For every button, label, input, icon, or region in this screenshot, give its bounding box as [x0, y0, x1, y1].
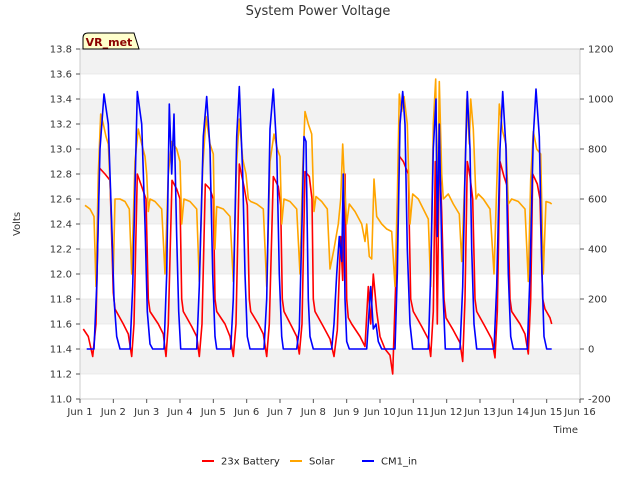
y-tick-label: 13.0	[50, 145, 72, 156]
series-line-23x-battery	[82, 148, 553, 375]
y-axis-title: Volts	[12, 212, 23, 236]
x-tick-label: Jun 7	[266, 407, 292, 418]
y-tick-label: 11.8	[50, 295, 72, 306]
y2-tick-label: 1200	[588, 45, 613, 56]
x-tick-label: Jun 8	[300, 407, 326, 418]
y-tick-label: 11.2	[50, 370, 72, 381]
plot-band	[80, 199, 580, 224]
plot-band	[80, 349, 580, 374]
y2-tick-label: -200	[588, 395, 611, 406]
y2-tick-label: 200	[588, 295, 607, 306]
chart-title: System Power Voltage	[246, 4, 391, 19]
plot-band	[80, 149, 580, 174]
x-axis: Jun 1 Jun 2 Jun 3 Jun 4 Jun 5 Jun 6 Jun 7 Jun 8…	[66, 399, 596, 418]
site-badge: VR_met	[82, 32, 140, 50]
y2-tick-label: 400	[588, 245, 607, 256]
legend-label-cm1-in: CM1_in	[381, 457, 417, 468]
series-line-cm1-in	[86, 85, 552, 350]
y-tick-label: 13.2	[50, 120, 72, 131]
y-axis-left: 11.0 11.2 11.4 11.6 11.8 12.0 12.2 12.4 12.6 12.8…	[50, 45, 80, 406]
site-badge-label: VR_met	[86, 36, 133, 49]
x-tick-label: Jun 11	[397, 407, 430, 418]
site-badge-box	[82, 32, 140, 50]
y2-tick-label: 800	[588, 145, 607, 156]
x-tick-label: Jun 5	[200, 407, 226, 418]
plot-band	[80, 99, 580, 124]
x-tick-label: Jun 4	[166, 407, 192, 418]
x-axis-title: Time	[553, 425, 578, 436]
x-tick-label: Jun 1	[66, 407, 92, 418]
plot-band	[80, 374, 580, 399]
x-tick-label: Jun 12	[430, 407, 463, 418]
legend-label-solar: Solar	[309, 457, 335, 468]
x-tick-label: Jun 6	[233, 407, 259, 418]
plot-band	[80, 224, 580, 249]
y2-tick-label: 600	[588, 195, 607, 206]
y-tick-label: 12.0	[50, 270, 72, 281]
y-tick-label: 13.4	[50, 95, 72, 106]
y-tick-label: 11.6	[50, 320, 72, 331]
y-tick-label: 11.0	[50, 395, 72, 406]
y-tick-label: 11.4	[50, 345, 72, 356]
y-tick-label: 12.6	[50, 195, 72, 206]
y-axis-right: -200 0 200 400 600 800 1000 1200	[580, 45, 613, 406]
y2-tick-label: 1000	[588, 95, 613, 106]
y-tick-label: 13.6	[50, 70, 72, 81]
legend-label-23x-battery: 23x Battery	[221, 457, 280, 468]
y-tick-label: 12.4	[50, 220, 72, 231]
legend: 23x Battery Solar CM1_in	[202, 457, 417, 468]
x-tick-label: Jun 3	[133, 407, 159, 418]
x-tick-label: Jun 13	[463, 407, 496, 418]
series-layer	[82, 78, 553, 375]
plot-band	[80, 124, 580, 149]
plot-band	[80, 274, 580, 299]
x-tick-label: Jun 2	[100, 407, 126, 418]
plot-band	[80, 324, 580, 349]
x-tick-label: Jun 9	[333, 407, 359, 418]
x-tick-label: Jun 16	[563, 407, 596, 418]
x-tick-label: Jun 10	[363, 407, 396, 418]
y-tick-label: 12.8	[50, 170, 72, 181]
y2-tick-label: 0	[588, 345, 594, 356]
x-tick-label: Jun 14	[497, 407, 530, 418]
y-tick-label: 13.8	[50, 45, 72, 56]
series-line-solar	[84, 78, 553, 288]
plot-band	[80, 74, 580, 99]
x-tick-label: Jun 15	[530, 407, 563, 418]
y-tick-label: 12.2	[50, 245, 72, 256]
plot-band	[80, 49, 580, 74]
